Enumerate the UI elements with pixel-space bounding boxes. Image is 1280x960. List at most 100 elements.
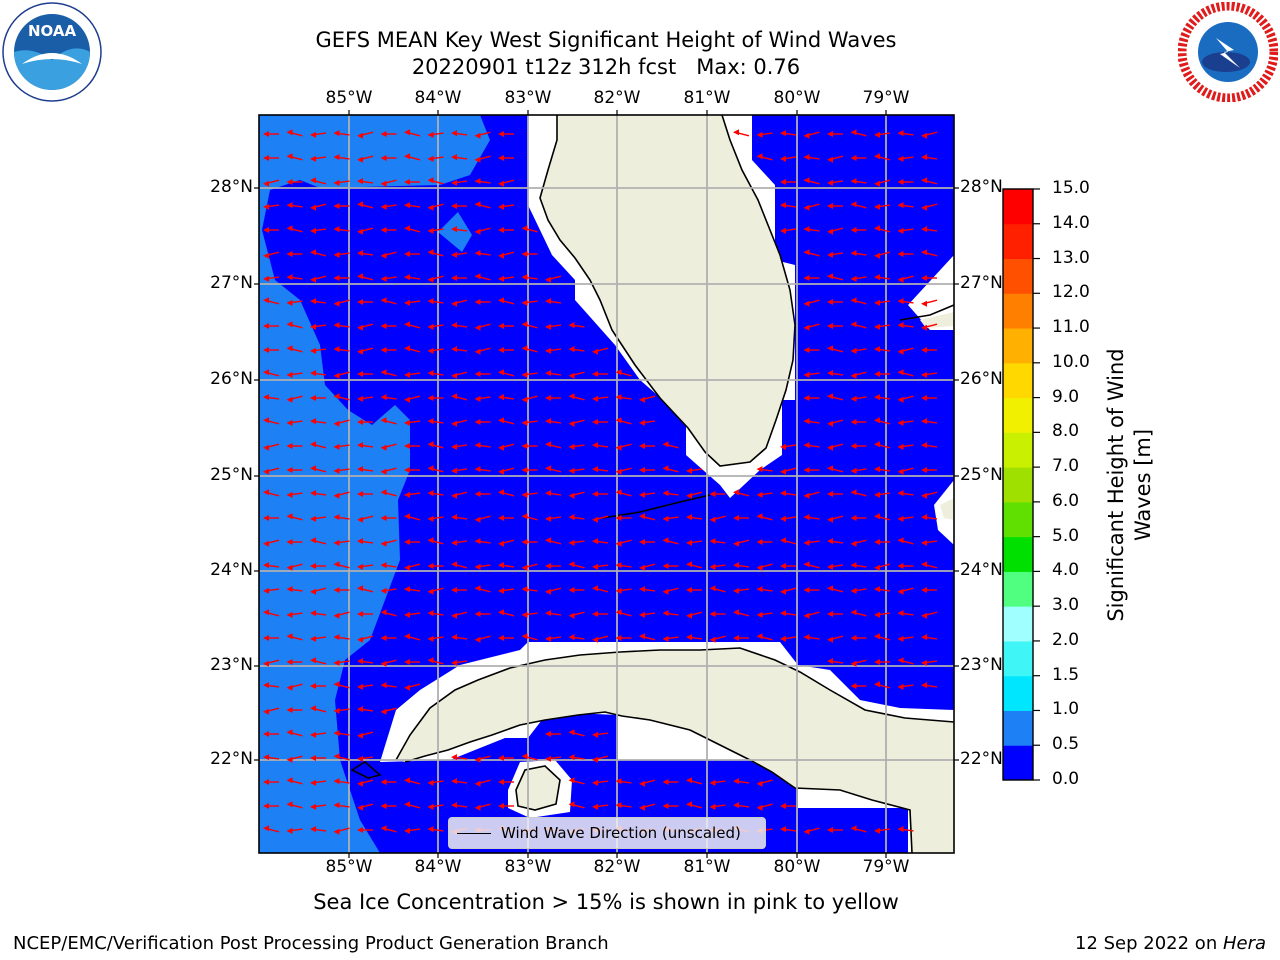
wave-arrow bbox=[451, 443, 468, 450]
wave-arrow bbox=[286, 129, 303, 137]
colorbar-segment bbox=[1003, 675, 1033, 711]
wave-arrow bbox=[897, 251, 914, 257]
wave-arrow bbox=[850, 467, 867, 474]
wave-arrow bbox=[474, 515, 491, 523]
wave-arrow bbox=[333, 753, 350, 761]
wave-arrow bbox=[662, 587, 679, 595]
wave-arrow bbox=[357, 419, 373, 425]
wave-arrow bbox=[615, 562, 632, 569]
wave-arrow bbox=[921, 659, 938, 666]
wave-arrow bbox=[592, 515, 609, 523]
wave-arrow bbox=[451, 778, 468, 785]
wave-arrow bbox=[733, 489, 750, 497]
wave-arrow bbox=[827, 635, 844, 643]
wave-arrow bbox=[639, 563, 656, 571]
wave-arrow bbox=[662, 490, 679, 497]
wave-arrow bbox=[310, 441, 327, 449]
wave-arrow bbox=[521, 395, 538, 403]
wave-arrow bbox=[380, 659, 397, 667]
wave-arrow bbox=[451, 587, 467, 593]
lon-label-top: 83°W bbox=[504, 88, 552, 108]
wave-arrow bbox=[404, 299, 421, 306]
wave-arrow bbox=[451, 130, 468, 137]
wave-arrow bbox=[521, 419, 538, 426]
wave-arrow bbox=[897, 179, 914, 185]
wave-arrow bbox=[333, 681, 350, 689]
wave-arrow bbox=[498, 755, 514, 761]
wave-arrow bbox=[709, 585, 726, 593]
wave-arrow bbox=[921, 467, 937, 473]
wave-arrow bbox=[310, 370, 327, 377]
wave-arrow bbox=[451, 299, 468, 307]
wave-arrow bbox=[451, 514, 468, 521]
wave-arrow bbox=[592, 347, 609, 355]
wave-arrow bbox=[521, 633, 538, 641]
wave-arrow bbox=[592, 442, 609, 449]
wave-arrow bbox=[521, 611, 538, 618]
wave-arrow bbox=[803, 249, 820, 257]
wave-arrow bbox=[686, 491, 703, 499]
wave-arrow bbox=[827, 538, 844, 545]
wave-arrow bbox=[874, 203, 891, 210]
wave-arrow bbox=[357, 299, 373, 305]
wave-arrow bbox=[733, 587, 750, 594]
wave-arrow bbox=[357, 273, 374, 281]
wave-arrow bbox=[333, 275, 350, 281]
wave-arrow bbox=[568, 491, 585, 499]
wave-arrow bbox=[380, 369, 397, 377]
colorbar-tick-label: 1.5 bbox=[1052, 664, 1080, 685]
wave-arrow bbox=[874, 417, 891, 425]
wave-arrow bbox=[850, 443, 867, 449]
wave-arrow bbox=[709, 611, 726, 617]
wave-arrow bbox=[803, 442, 820, 449]
wave-arrow bbox=[310, 177, 327, 185]
wave-arrow bbox=[498, 779, 514, 785]
wave-arrow bbox=[333, 561, 350, 569]
wave-arrow bbox=[850, 321, 867, 329]
wave-arrow bbox=[921, 249, 938, 257]
wave-arrow bbox=[545, 563, 561, 569]
wave-arrow bbox=[639, 443, 655, 449]
wave-arrow bbox=[521, 225, 538, 233]
wave-arrow bbox=[380, 203, 397, 210]
lon-label-top: 84°W bbox=[414, 88, 462, 108]
wave-arrow bbox=[521, 467, 538, 473]
wave-arrow bbox=[286, 153, 303, 161]
colorbar-title-line2: Waves [m] bbox=[1131, 428, 1155, 542]
wave-arrow bbox=[263, 803, 279, 809]
colorbar-frame bbox=[1002, 188, 1034, 781]
wave-arrow bbox=[803, 561, 820, 569]
lat-label-right: 23°N bbox=[960, 655, 1003, 675]
lat-label-right: 24°N bbox=[960, 560, 1003, 580]
map-frame bbox=[258, 114, 955, 854]
wave-arrow bbox=[357, 706, 374, 713]
wave-arrow bbox=[874, 251, 891, 259]
wave-arrow bbox=[921, 347, 937, 353]
wave-arrow bbox=[333, 491, 350, 499]
colorbar-tick-label: 10.0 bbox=[1052, 351, 1090, 372]
wave-arrow bbox=[427, 537, 444, 545]
wave-arrow bbox=[874, 274, 891, 281]
wave-arrow bbox=[286, 419, 303, 426]
wave-arrow bbox=[286, 563, 303, 571]
wave-arrow bbox=[545, 465, 562, 473]
wave-arrow bbox=[521, 299, 538, 306]
wave-arrow bbox=[263, 369, 280, 377]
wave-arrow bbox=[286, 202, 303, 209]
wave-arrow bbox=[474, 347, 491, 355]
wave-arrow bbox=[662, 515, 679, 522]
wave-arrow bbox=[404, 659, 420, 665]
wave-arrow bbox=[803, 371, 820, 378]
colorbar-segment bbox=[1003, 745, 1033, 781]
wave-arrow bbox=[874, 371, 890, 377]
wave-arrow bbox=[874, 611, 891, 618]
svg-text:NOAA: NOAA bbox=[28, 22, 77, 40]
wave-arrow bbox=[780, 610, 797, 617]
wave-arrow bbox=[521, 443, 538, 449]
wave-arrow bbox=[427, 418, 444, 425]
wave-arrow bbox=[286, 225, 303, 233]
wave-arrow bbox=[756, 513, 773, 521]
lon-label-top: 79°W bbox=[862, 88, 910, 108]
wave-arrow bbox=[709, 491, 726, 497]
colorbar-segment bbox=[1003, 467, 1033, 503]
